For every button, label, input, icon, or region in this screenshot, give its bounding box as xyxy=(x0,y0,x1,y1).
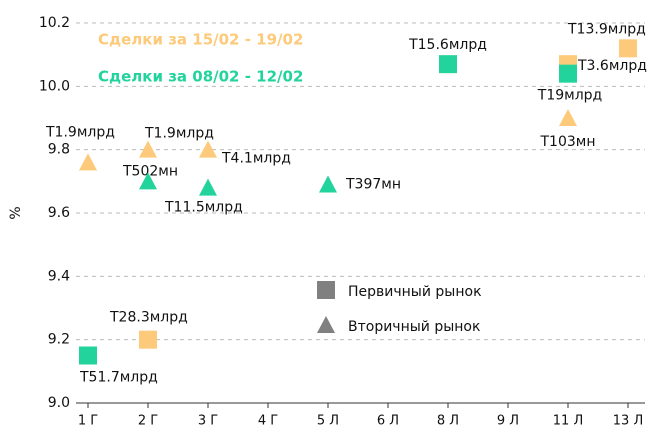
primary-point xyxy=(79,346,97,365)
point-label: T28.3млрд xyxy=(109,310,188,326)
primary-point xyxy=(559,64,577,83)
legend-label: Вторичный рынок xyxy=(348,319,480,335)
y-tick-label: 9.8 xyxy=(48,142,70,158)
x-tick-label: 1 Г xyxy=(78,414,98,429)
y-tick-label: 10.0 xyxy=(39,78,70,94)
y-tick-label: 9.4 xyxy=(48,268,70,284)
legend-marker xyxy=(317,316,335,333)
secondary-point xyxy=(199,140,217,158)
secondary-point xyxy=(79,153,97,171)
y-tick-label: 9.2 xyxy=(48,332,70,348)
x-tick-label: 4 Г xyxy=(258,414,278,429)
x-tick-label: 5 Л xyxy=(317,414,339,429)
y-tick-label: 9.6 xyxy=(48,205,70,221)
point-label: T502мн xyxy=(122,163,178,179)
point-label: T1.9млрд xyxy=(45,124,115,140)
primary-point xyxy=(139,330,157,349)
point-label: T4.1млрд xyxy=(221,151,291,167)
point-label: T103мн xyxy=(540,134,596,150)
point-label: T51.7млрд xyxy=(79,370,158,386)
point-label: T13.9млрд xyxy=(567,21,646,37)
secondary-point xyxy=(139,172,157,190)
point-label: T11.5млрд xyxy=(164,200,243,216)
secondary-point xyxy=(139,140,157,158)
x-tick-label: 11 Л xyxy=(553,414,583,429)
secondary-point xyxy=(559,109,577,126)
point-label: T397мн xyxy=(345,177,401,193)
legend-label: Первичный рынок xyxy=(348,284,482,300)
y-tick-label: 9.0 xyxy=(48,395,70,411)
secondary-point xyxy=(319,175,337,193)
x-tick-label: 9 Л xyxy=(497,414,519,429)
x-tick-label: 6 Л xyxy=(377,414,399,429)
primary-point xyxy=(619,39,637,58)
legend-label: Сделки за 15/02 - 19/02 xyxy=(98,31,303,49)
y-axis-label: % xyxy=(8,206,24,219)
point-label: T15.6млрд xyxy=(408,37,487,53)
x-tick-label: 13 Л xyxy=(613,414,643,429)
point-label: T3.6млрд xyxy=(577,58,647,74)
point-label: T1.9млрд xyxy=(144,126,214,142)
x-tick-label: 2 Г xyxy=(138,414,158,429)
x-tick-label: 8 Л xyxy=(437,414,459,429)
x-tick-label: 3 Г xyxy=(198,414,218,429)
secondary-point xyxy=(199,178,217,196)
primary-point xyxy=(439,55,457,74)
legend-marker xyxy=(317,281,335,299)
point-label: T19млрд xyxy=(537,88,602,104)
legend-label: Сделки за 08/02 - 12/02 xyxy=(98,68,303,86)
y-tick-label: 10.2 xyxy=(39,15,70,31)
